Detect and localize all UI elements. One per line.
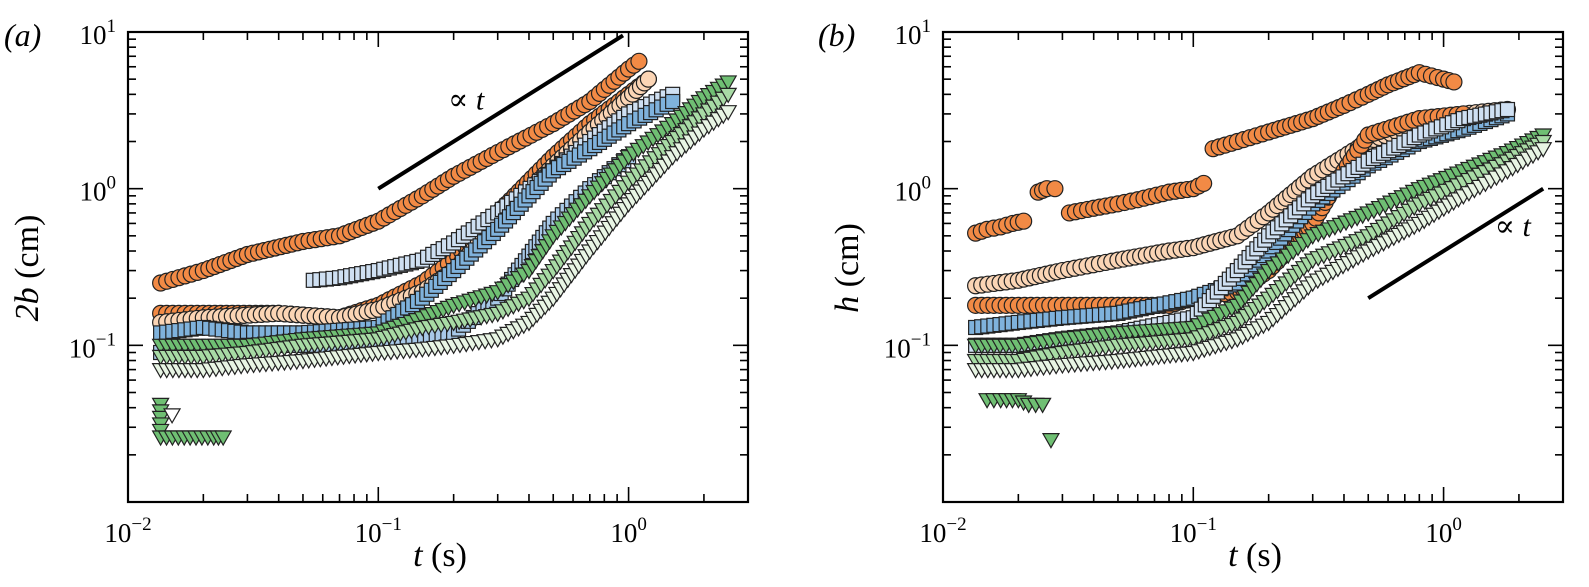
- data-point: [1534, 142, 1553, 158]
- annotation-proportional-t: ∝ t: [1495, 210, 1532, 243]
- panel-label-b: (b): [818, 17, 855, 53]
- x-tick-label: 10−2: [104, 514, 151, 548]
- series: [1029, 180, 1064, 201]
- data-point: [1195, 174, 1213, 193]
- x-tick-label: 100: [610, 514, 647, 548]
- y-tick-label: 100: [80, 173, 117, 207]
- data-point: [1445, 73, 1463, 91]
- data-point: [1033, 397, 1052, 414]
- y-tick-label: 101: [80, 16, 117, 50]
- x-tick-label: 100: [1425, 514, 1462, 548]
- plot-area-b: 10−2 10−1 100 10−1 100 101 ∝ t: [884, 16, 1565, 548]
- data-point: [630, 52, 648, 70]
- series: [967, 212, 1033, 242]
- series: [966, 142, 1553, 379]
- data-point: [639, 70, 657, 88]
- panel-label-a: (a): [4, 17, 41, 53]
- y-tick-label: 100: [895, 173, 932, 207]
- series: [1060, 174, 1213, 222]
- data-point: [719, 87, 738, 104]
- x-axis-label-b: t (s): [1228, 537, 1282, 574]
- data-point: [163, 408, 182, 425]
- data-point: [719, 105, 738, 121]
- data-point: [665, 93, 681, 110]
- data-point: [719, 75, 738, 92]
- axes-frame: [941, 30, 1565, 504]
- series: [151, 105, 738, 379]
- series: [152, 52, 648, 292]
- data-point: [1015, 212, 1033, 230]
- y-axis-label-a: 2b (cm): [9, 215, 46, 322]
- data-point: [1041, 433, 1061, 449]
- x-tick-label: 10−1: [1170, 514, 1217, 548]
- reference-line: [1367, 186, 1545, 300]
- series: [1204, 64, 1463, 158]
- series: [978, 393, 1052, 414]
- reference-line: [377, 33, 625, 191]
- x-tick-label: 10−2: [919, 514, 966, 548]
- series: [151, 397, 233, 447]
- annotation-proportional-t: ∝ t: [448, 84, 485, 117]
- series: [163, 408, 182, 425]
- x-axis-label-a: t (s): [413, 537, 467, 574]
- y-tick-label: 10−1: [69, 329, 116, 363]
- data-point: [1499, 101, 1516, 118]
- panel-b: (b) 10−2 10−1 100 10−1 100 101 ∝ t t (s) h (cm…: [818, 16, 1565, 574]
- y-tick-label: 101: [895, 16, 932, 50]
- data-point: [1046, 180, 1064, 198]
- y-axis-label-b: h (cm): [829, 223, 866, 313]
- plot-area-a: 10−2 10−1 100 10−1 100 101 ∝ t: [69, 16, 750, 548]
- series: [1041, 433, 1061, 449]
- data-point: [214, 430, 233, 447]
- panel-a: (a) 10−2 10−1 100 10−1 100 101 ∝ t t (s) 2b (c…: [4, 16, 750, 574]
- x-tick-label: 10−1: [355, 514, 402, 548]
- y-tick-label: 10−1: [884, 329, 931, 363]
- axes-frame: [126, 30, 750, 504]
